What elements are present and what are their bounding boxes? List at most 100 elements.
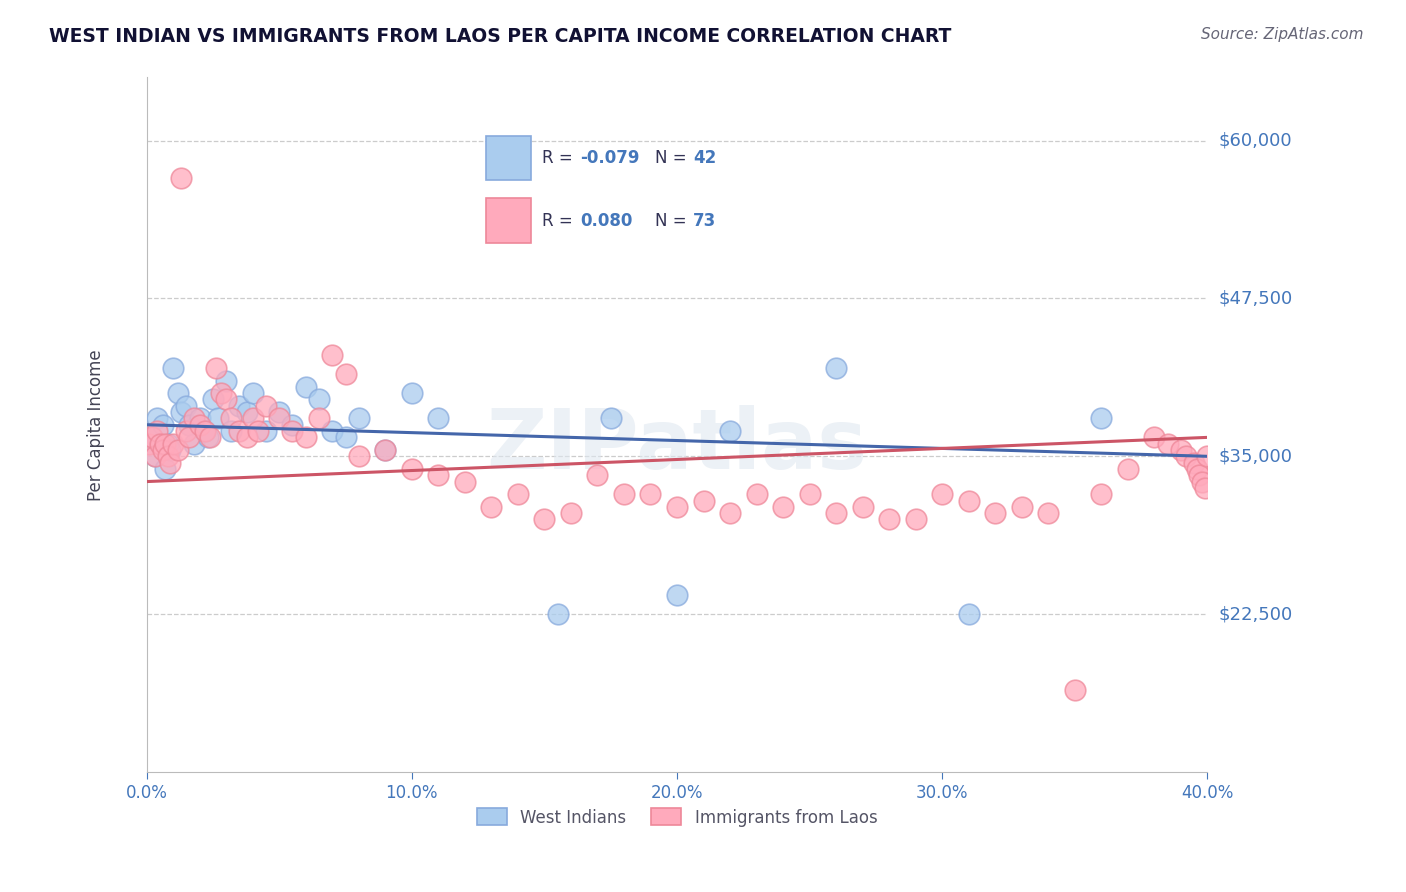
- Point: [156, 450, 179, 464]
- Point: [586, 468, 609, 483]
- Point: [347, 411, 370, 425]
- Point: [215, 374, 238, 388]
- Point: [1182, 456, 1205, 470]
- Point: [321, 424, 343, 438]
- Point: [772, 500, 794, 514]
- Text: ZIPatlas: ZIPatlas: [486, 405, 868, 486]
- Point: [1063, 682, 1085, 697]
- Point: [454, 475, 477, 489]
- Point: [141, 430, 163, 444]
- Point: [143, 450, 166, 464]
- Point: [188, 411, 211, 425]
- Point: [427, 411, 450, 425]
- Point: [533, 512, 555, 526]
- Point: [1038, 506, 1060, 520]
- Point: [141, 430, 163, 444]
- Point: [335, 368, 357, 382]
- Point: [153, 462, 176, 476]
- Legend: West Indians, Immigrants from Laos: West Indians, Immigrants from Laos: [470, 802, 884, 833]
- Point: [825, 506, 848, 520]
- Point: [194, 424, 217, 438]
- Point: [718, 424, 741, 438]
- Point: [162, 436, 184, 450]
- Point: [242, 411, 264, 425]
- Text: Source: ZipAtlas.com: Source: ZipAtlas.com: [1201, 27, 1364, 42]
- Point: [374, 442, 396, 457]
- Point: [200, 430, 222, 444]
- Point: [374, 442, 396, 457]
- Point: [209, 386, 232, 401]
- Point: [188, 417, 211, 432]
- Point: [167, 386, 190, 401]
- Point: [427, 468, 450, 483]
- Point: [146, 424, 169, 438]
- Point: [194, 424, 217, 438]
- Point: [666, 500, 689, 514]
- Point: [228, 424, 250, 438]
- Text: $35,000: $35,000: [1218, 447, 1292, 466]
- Point: [1156, 436, 1178, 450]
- Point: [152, 442, 174, 457]
- Point: [1188, 468, 1211, 483]
- Point: [221, 424, 243, 438]
- Point: [156, 436, 179, 450]
- Point: [506, 487, 529, 501]
- Point: [1191, 475, 1213, 489]
- Point: [547, 607, 569, 622]
- Point: [149, 436, 172, 450]
- Point: [281, 417, 304, 432]
- Point: [183, 411, 205, 425]
- Point: [204, 360, 226, 375]
- Point: [207, 411, 229, 425]
- Point: [143, 450, 166, 464]
- Point: [201, 392, 224, 407]
- Point: [799, 487, 821, 501]
- Point: [152, 417, 174, 432]
- Point: [153, 436, 176, 450]
- Point: [666, 588, 689, 602]
- Text: $60,000: $60,000: [1218, 132, 1292, 150]
- Point: [177, 430, 200, 444]
- Point: [167, 442, 190, 457]
- Point: [479, 500, 502, 514]
- Point: [1194, 481, 1216, 495]
- Point: [246, 424, 269, 438]
- Point: [957, 493, 980, 508]
- Point: [1116, 462, 1139, 476]
- Point: [335, 430, 357, 444]
- Point: [347, 450, 370, 464]
- Point: [170, 405, 193, 419]
- Point: [852, 500, 875, 514]
- Point: [170, 171, 193, 186]
- Point: [197, 430, 219, 444]
- Point: [745, 487, 768, 501]
- Point: [321, 348, 343, 362]
- Point: [560, 506, 582, 520]
- Point: [269, 411, 291, 425]
- Point: [294, 380, 316, 394]
- Point: [254, 424, 277, 438]
- Point: [1185, 462, 1208, 476]
- Point: [718, 506, 741, 520]
- Point: [146, 411, 169, 425]
- Point: [162, 360, 184, 375]
- Point: [228, 399, 250, 413]
- Text: Per Capita Income: Per Capita Income: [87, 349, 104, 500]
- Point: [138, 436, 160, 450]
- Point: [254, 399, 277, 413]
- Point: [149, 436, 172, 450]
- Point: [401, 386, 423, 401]
- Point: [877, 512, 900, 526]
- Point: [1090, 411, 1112, 425]
- Point: [1143, 430, 1166, 444]
- Point: [242, 386, 264, 401]
- Point: [308, 392, 330, 407]
- Point: [176, 399, 198, 413]
- Point: [269, 405, 291, 419]
- Point: [984, 506, 1007, 520]
- Point: [401, 462, 423, 476]
- Point: [236, 405, 259, 419]
- Point: [904, 512, 927, 526]
- Point: [294, 430, 316, 444]
- Point: [1175, 450, 1198, 464]
